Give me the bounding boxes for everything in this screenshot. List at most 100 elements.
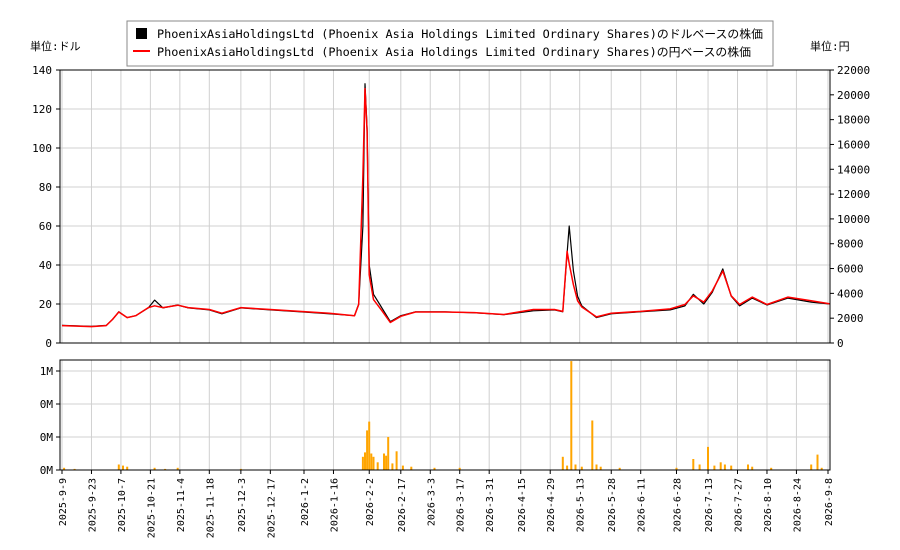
right-tick-label: 10000	[837, 213, 870, 226]
right-axis-unit: 単位:円	[810, 39, 850, 53]
volume-tick-label: 0M	[40, 398, 54, 411]
right-tick-label: 20000	[837, 89, 870, 102]
right-tick-label: 16000	[837, 138, 870, 151]
x-tick-label: 2026-8-10	[763, 478, 774, 532]
volume-bar	[126, 466, 129, 470]
volume-bar	[595, 464, 598, 470]
volume-bar	[391, 463, 394, 470]
right-tick-label: 18000	[837, 114, 870, 127]
volume-bar	[176, 467, 179, 470]
volume-bar	[370, 453, 373, 470]
volume-bar	[458, 467, 461, 470]
price-right-axis: 0 2000 4000 6000 8000 10000 12000 14000 16000 180…	[830, 64, 870, 350]
left-tick-label: 80	[39, 181, 52, 194]
volume-bar	[368, 421, 371, 470]
legend-box	[126, 20, 774, 67]
volume-bar	[580, 466, 583, 470]
volume-bar	[719, 462, 722, 470]
volume-bar	[713, 465, 716, 470]
x-tick-label: 2026-3-17	[456, 478, 467, 532]
volume-bar	[361, 456, 364, 470]
date-axis: 2025-9-9 2025-9-23 2025-10-7 2025-10-21 2025…	[58, 470, 835, 538]
x-tick-label: 2026-8-24	[792, 478, 803, 532]
x-tick-label: 2025-10-21	[146, 478, 157, 538]
volume-bar	[401, 465, 404, 470]
x-tick-label: 2026-5-28	[607, 478, 618, 532]
volume-bar	[410, 466, 413, 470]
x-tick-label: 2026-4-29	[546, 478, 557, 532]
volume-bar	[730, 465, 733, 470]
volume-bar	[376, 462, 379, 470]
left-tick-label: 100	[32, 142, 52, 155]
x-tick-label: 2026-1-16	[329, 478, 340, 532]
x-tick-label: 2026-2-17	[397, 478, 408, 532]
right-tick-label: 6000	[837, 263, 864, 276]
right-tick-label: 4000	[837, 287, 864, 300]
x-tick-label: 2026-5-13	[576, 478, 587, 532]
volume-bar	[395, 451, 398, 470]
volume-bar	[570, 361, 573, 470]
volume-bar	[117, 464, 120, 470]
x-tick-label: 2026-4-15	[517, 478, 528, 532]
volume-bar	[591, 420, 594, 470]
price-grid	[60, 70, 830, 343]
x-tick-label: 2025-10-7	[117, 478, 128, 532]
volume-y-axis: 0M 0M 0M 1M	[40, 365, 60, 477]
volume-bar	[723, 464, 726, 470]
volume-bar	[820, 467, 823, 470]
x-tick-label: 2026-6-28	[672, 478, 683, 532]
volume-grid	[60, 360, 830, 470]
volume-bar	[387, 437, 390, 470]
x-tick-label: 2026-7-13	[704, 478, 715, 532]
volume-bar	[618, 467, 621, 470]
volume-bar	[122, 465, 124, 470]
volume-bar	[372, 456, 375, 470]
x-tick-label: 2026-1-2	[300, 478, 311, 526]
volume-plot-frame	[59, 359, 831, 471]
volume-bar	[566, 465, 569, 470]
legend-label-usd: PhoenixAsiaHoldingsLtd (Phoenix Asia Hol…	[157, 27, 763, 41]
volume-bar	[770, 467, 773, 470]
x-tick-label: 2025-11-18	[205, 478, 216, 538]
volume-bars	[63, 361, 823, 470]
volume-bar	[239, 468, 242, 470]
x-tick-label: 2025-9-9	[58, 478, 69, 526]
volume-bar	[747, 464, 749, 470]
right-tick-label: 0	[837, 337, 844, 350]
volume-bar	[366, 430, 369, 470]
left-tick-label: 140	[32, 64, 52, 77]
volume-bar	[816, 454, 819, 470]
right-tick-label: 12000	[837, 188, 870, 201]
volume-tick-label: 1M	[40, 365, 54, 378]
left-tick-label: 20	[39, 298, 52, 311]
x-tick-label: 2026-6-11	[637, 478, 648, 532]
x-tick-label: 2026-3-31	[485, 478, 496, 532]
right-tick-label: 14000	[837, 163, 870, 176]
left-tick-label: 0	[45, 337, 52, 350]
x-tick-label: 2026-3-3	[426, 478, 437, 526]
right-tick-label: 22000	[837, 64, 870, 77]
volume-bar	[73, 468, 76, 470]
x-tick-label: 2025-11-4	[176, 478, 187, 532]
volume-bar	[561, 456, 564, 470]
volume-bar	[707, 446, 709, 470]
legend-label-jpy: PhoenixAsiaHoldingsLtd (Phoenix Asia Hol…	[157, 45, 751, 59]
volume-bar	[599, 466, 602, 470]
left-tick-label: 40	[39, 259, 52, 272]
left-tick-label: 120	[32, 103, 52, 116]
volume-bar	[364, 452, 366, 470]
volume-bar	[153, 467, 156, 470]
left-tick-label: 60	[39, 220, 52, 233]
volume-bar	[433, 467, 436, 470]
usd-price-line	[61, 83, 831, 327]
volume-bar	[751, 466, 754, 470]
x-tick-label: 2026-7-27	[734, 478, 745, 532]
x-tick-label: 2025-12-3	[237, 478, 248, 532]
price-series	[61, 83, 831, 328]
x-tick-label: 2025-12-17	[266, 478, 277, 538]
volume-bar	[698, 464, 701, 470]
volume-bar	[385, 455, 388, 470]
x-tick-label: 2025-9-23	[87, 478, 98, 532]
volume-bar	[675, 467, 678, 470]
right-tick-label: 2000	[837, 312, 864, 325]
